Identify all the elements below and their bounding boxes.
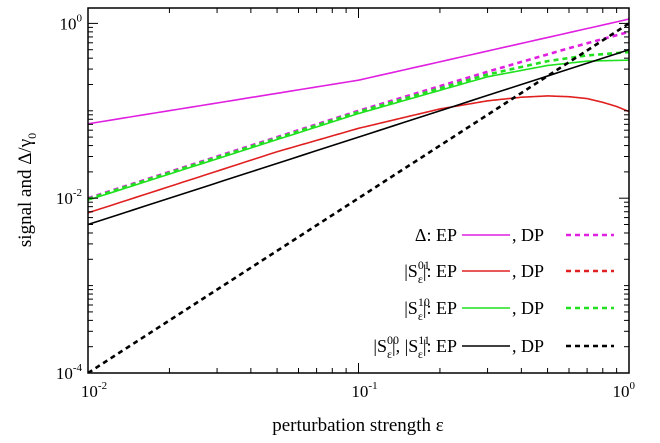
y-tick-label: 100 (60, 12, 83, 33)
series-line-s-10-ep (88, 59, 629, 201)
legend-entry: Δ: EP , DP (415, 225, 614, 245)
plot-frame (87, 7, 630, 374)
series-line-ep (88, 18, 629, 125)
series-line-s-01-ep (88, 95, 629, 214)
x-tick-label: 100 (613, 380, 636, 401)
legend-entry-label: |S01 ε|: EP (404, 258, 457, 286)
legend-entry: |S00 ε|, |S11 ε|: EP , DP (373, 333, 614, 361)
legend-entry-label: Δ: EP (415, 225, 457, 245)
legend-dp-label: , DP (512, 225, 544, 245)
legend: Δ: EP, DP|S01 ε|: EP, DP|S10 ε|: EP, DP|S0… (373, 225, 614, 361)
y-axis-label-main: signal and Δ/γ (15, 139, 36, 247)
y-tick-label: 10-2 (56, 187, 82, 208)
chart-curves (88, 18, 629, 373)
series-line-s-00-s-11-ep (88, 48, 629, 226)
y-axis-label-subscript: 0 (25, 133, 39, 139)
legend-dp-label: , DP (512, 298, 544, 318)
legend-entry-label: |S00 ε|, |S11 ε|: EP (373, 333, 457, 361)
x-tick-label: 10-2 (81, 380, 107, 401)
legend-dp-label: , DP (512, 261, 544, 281)
legend-entry: |S10 ε|: EP , DP (404, 295, 614, 323)
y-tick-label: 10-4 (56, 362, 83, 383)
series-line-s-10-dp (88, 50, 629, 201)
x-axis-label: perturbation strength ε (272, 415, 444, 436)
x-tick-label: 10-1 (351, 380, 377, 401)
axis-ticks (87, 8, 629, 374)
legend-dp-label: , DP (512, 336, 544, 356)
y-axis-label: signal and Δ/γ0 (15, 133, 39, 247)
legend-entry: |S01 ε|: EP , DP (404, 258, 614, 286)
legend-entry-label: |S10 ε|: EP (404, 295, 457, 323)
